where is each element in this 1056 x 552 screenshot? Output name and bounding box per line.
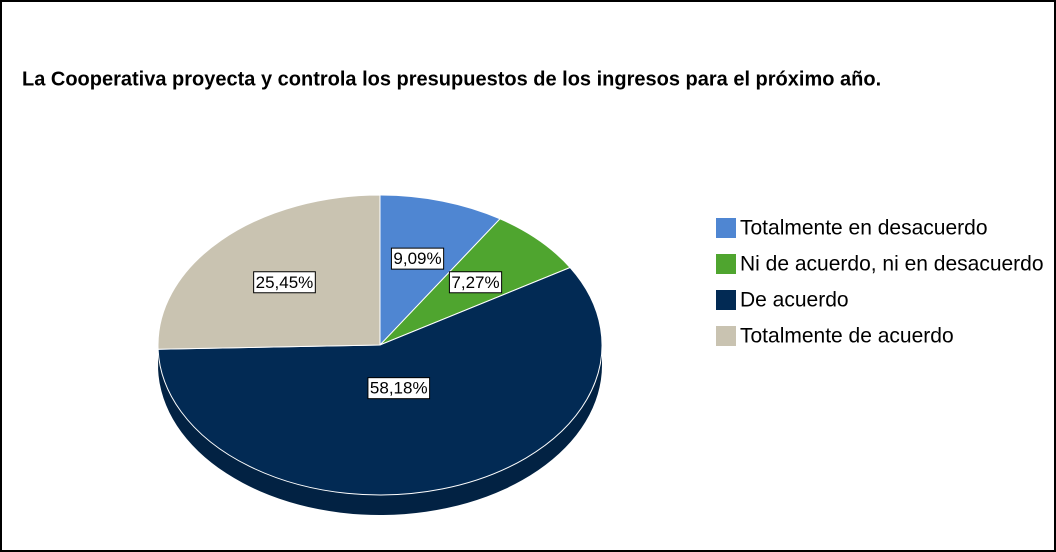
- legend-swatch: [716, 218, 736, 238]
- data-label-box: [253, 271, 316, 294]
- legend: Totalmente en desacuerdo Ni de acuerdo, n…: [716, 217, 1044, 348]
- pie: [157, 194, 603, 516]
- data-label: 25,45%: [256, 273, 314, 292]
- data-label-box: [390, 247, 445, 270]
- legend-label: Totalmente en desacuerdo: [740, 217, 988, 240]
- legend-swatch: [716, 254, 736, 274]
- legend-swatch: [716, 326, 736, 346]
- data-label: 7,27%: [451, 273, 499, 292]
- data-labels: 9,09% 7,27% 58,18% 25,45%: [253, 247, 503, 400]
- legend-label: Totalmente de acuerdo: [740, 325, 954, 348]
- data-label: 58,18%: [370, 379, 428, 398]
- legend-label: Ni de acuerdo, ni en desacuerdo: [740, 253, 1044, 276]
- legend-label: De acuerdo: [740, 289, 849, 312]
- data-label-box: [448, 271, 503, 294]
- chart-title: La Cooperativa proyecta y controla los p…: [22, 68, 881, 90]
- data-label: 9,09%: [393, 249, 441, 268]
- slice: [379, 194, 501, 347]
- legend-swatch: [716, 290, 736, 310]
- data-label-box: [367, 377, 431, 400]
